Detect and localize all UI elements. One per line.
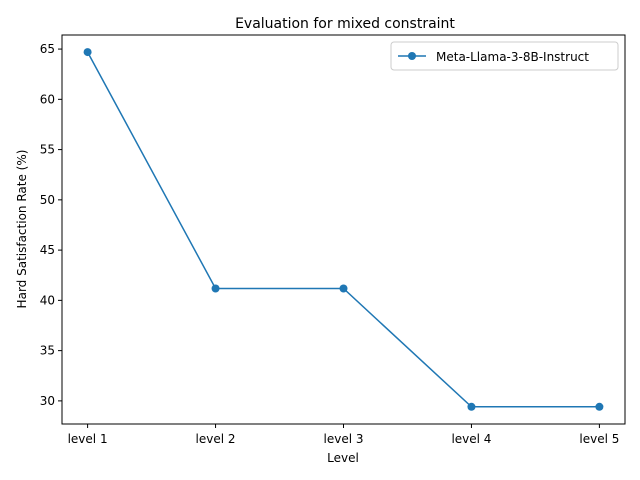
- y-tick-label: 55: [40, 143, 55, 157]
- y-tick-label: 60: [40, 92, 55, 106]
- legend-label: Meta-Llama-3-8B-Instruct: [436, 50, 589, 64]
- y-tick-label: 50: [40, 193, 55, 207]
- x-axis: level 1 level 2 level 3 level 4 level 5: [68, 424, 619, 446]
- y-axis: 30 35 40 45 50 55 60 65: [40, 42, 62, 408]
- y-axis-label: Hard Satisfaction Rate (%): [15, 150, 29, 309]
- legend-box: [390, 41, 619, 71]
- y-tick-label: 30: [40, 394, 55, 408]
- data-point: [595, 402, 604, 411]
- legend-marker-swatch: [408, 52, 416, 60]
- y-tick-label: 65: [40, 42, 55, 56]
- data-point: [211, 284, 220, 293]
- x-tick-label: level 4: [451, 432, 491, 446]
- legend: Meta-Llama-3-8B-Instruct: [390, 41, 619, 71]
- x-axis-label: Level: [327, 451, 359, 465]
- x-tick-label: level 3: [324, 432, 364, 446]
- y-tick-label: 40: [40, 293, 55, 307]
- x-tick-label: level 1: [68, 432, 108, 446]
- data-point: [339, 284, 348, 293]
- y-tick-label: 35: [40, 344, 55, 358]
- data-point: [83, 48, 92, 57]
- chart-title: Evaluation for mixed constraint: [235, 16, 455, 32]
- y-tick-label: 45: [40, 243, 55, 257]
- series-line: [86, 51, 600, 408]
- x-tick-label: level 5: [579, 432, 619, 446]
- data-point: [467, 402, 476, 411]
- plot-frame: [61, 34, 626, 425]
- x-tick-label: level 2: [196, 432, 236, 446]
- plot-area: [83, 48, 604, 411]
